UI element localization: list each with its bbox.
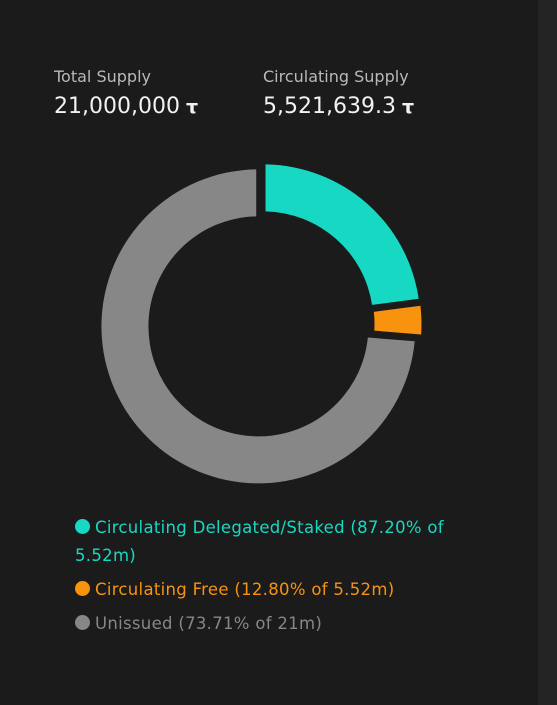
- tao-unit-icon: τ: [185, 96, 199, 118]
- donut-slice-free[interactable]: [373, 305, 422, 335]
- legend-dot-unissued: [75, 615, 90, 630]
- scrollbar-track[interactable]: [538, 0, 557, 705]
- legend-label-staked: Circulating Delegated/Staked (87.20% of …: [75, 518, 444, 565]
- total-supply-value-row: 21,000,000 τ: [54, 92, 198, 122]
- circulating-supply-value: 5,521,639.3: [263, 94, 396, 119]
- circulating-supply-value-row: 5,521,639.3 τ: [263, 92, 414, 122]
- total-supply-stat: Total Supply 21,000,000 τ: [54, 66, 198, 122]
- total-supply-label: Total Supply: [54, 67, 151, 86]
- legend-label-free: Circulating Free (12.80% of 5.52m): [95, 580, 395, 599]
- circulating-supply-label: Circulating Supply: [263, 67, 409, 86]
- supply-donut-chart: [101, 164, 422, 484]
- legend-item-unissued[interactable]: Unissued (73.71% of 21m): [75, 610, 475, 638]
- legend-label-unissued: Unissued (73.71% of 21m): [95, 614, 323, 633]
- legend-item-staked[interactable]: Circulating Delegated/Staked (87.20% of …: [75, 514, 475, 570]
- donut-slice-unissued[interactable]: [101, 169, 415, 484]
- legend-dot-free: [75, 581, 90, 596]
- tao-unit-icon: τ: [401, 96, 415, 118]
- legend-item-free[interactable]: Circulating Free (12.80% of 5.52m): [75, 576, 475, 604]
- circulating-supply-stat: Circulating Supply 5,521,639.3 τ: [263, 66, 414, 122]
- chart-legend: Circulating Delegated/Staked (87.20% of …: [75, 514, 475, 644]
- donut-slice-staked[interactable]: [265, 164, 419, 305]
- total-supply-value: 21,000,000: [54, 94, 180, 119]
- legend-dot-staked: [75, 519, 90, 534]
